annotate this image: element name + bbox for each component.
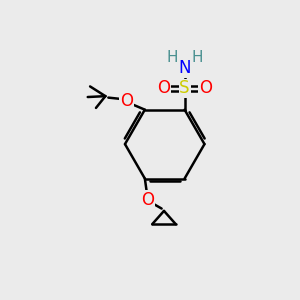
Text: S: S [179,80,190,98]
Text: O: O [120,92,133,110]
Text: H: H [191,50,203,65]
Text: O: O [157,80,170,98]
Text: N: N [178,59,191,77]
Text: O: O [199,80,212,98]
Text: O: O [141,191,154,209]
Text: H: H [167,50,178,65]
